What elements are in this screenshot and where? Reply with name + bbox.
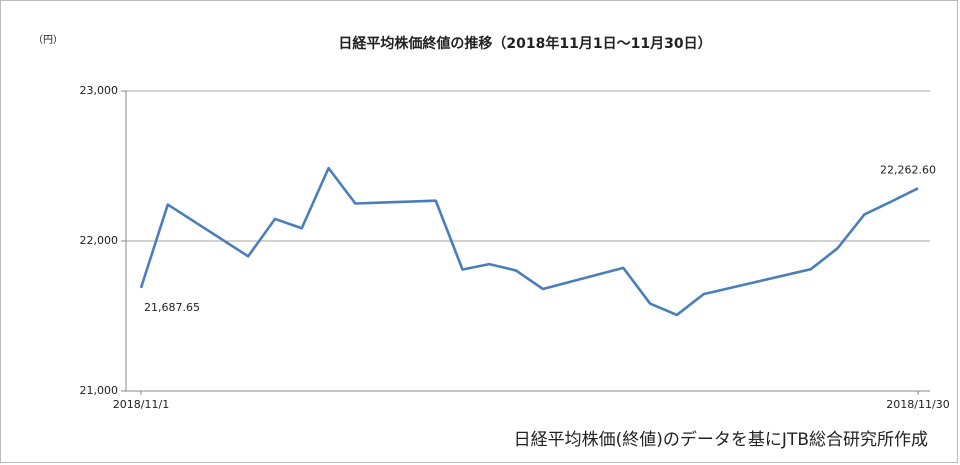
chart-title: 日経平均株価終値の推移（2018年11月1日～11月30日） bbox=[338, 35, 711, 52]
y-axis-label: （円） bbox=[33, 34, 63, 46]
x-tick-label: 2018/11/1 bbox=[113, 398, 169, 411]
y-tick-label: 22,000 bbox=[80, 234, 119, 247]
annotation: 22,262.60 bbox=[880, 163, 936, 176]
y-tick-label: 23,000 bbox=[80, 84, 119, 97]
series-line bbox=[139, 166, 919, 317]
y-tick-label: 21,000 bbox=[80, 384, 119, 397]
x-tick-label: 2018/11/30 bbox=[886, 398, 949, 411]
annotation: 21,687.65 bbox=[144, 301, 200, 314]
source-note: 日経平均株価(終値)のデータを基にJTB総合研究所作成 bbox=[514, 429, 928, 450]
